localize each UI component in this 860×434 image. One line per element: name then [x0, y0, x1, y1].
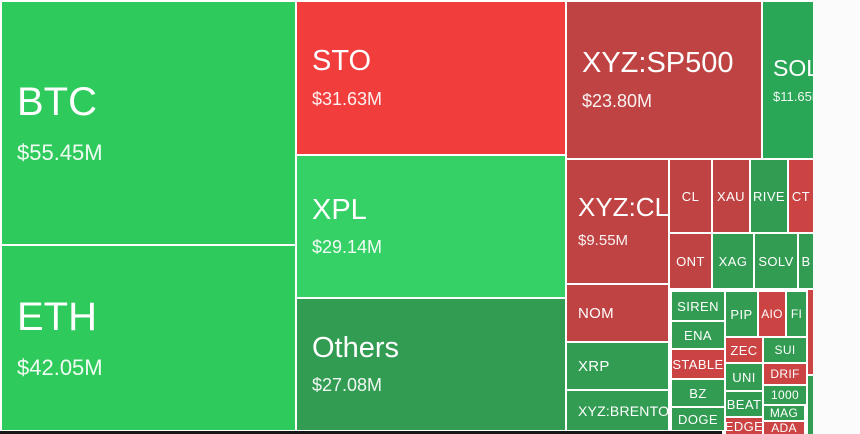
tile-label: NOM [578, 304, 614, 322]
tile-label: ONT [676, 253, 705, 269]
tile-uni[interactable]: UNI [726, 364, 762, 390]
tile-label: UNI [732, 369, 756, 385]
side-panel: 1h Lon Sho 12h Lon Sho Acc tota The $17 [813, 0, 860, 434]
tile-label: MAG [769, 406, 799, 420]
tile-ct[interactable]: CT [789, 160, 813, 232]
tile-solv[interactable]: SOLV [755, 234, 797, 288]
tile-value: $23.80M [582, 90, 653, 111]
tile-beat[interactable]: BEAT [726, 392, 762, 416]
tile-label: FI [790, 307, 803, 321]
tile-doge[interactable]: DOGE [672, 408, 724, 430]
tile-xrp[interactable]: XRP [567, 343, 668, 389]
tile-label: CT [791, 188, 811, 204]
tile-label: STO [312, 45, 372, 78]
tile-label: ETH [17, 294, 97, 339]
tile-value: $55.45M [17, 139, 103, 165]
tile-label: DOGE [678, 411, 718, 427]
tile-pip[interactable]: PIP [726, 292, 757, 336]
tile-xpl[interactable]: XPL $29.14M [297, 156, 565, 297]
tile-drif[interactable]: DRIF [764, 364, 806, 384]
tile-rive[interactable]: RIVE [751, 160, 787, 232]
tile-sliver-2[interactable] [808, 376, 813, 434]
tile-value: $27.08M [312, 375, 383, 396]
tile-1000[interactable]: 1000 [764, 386, 806, 404]
tile-label: XPL [312, 193, 367, 226]
tile-label: XAG [718, 253, 748, 269]
tile-label: RIVE [753, 188, 785, 204]
tile-aio[interactable]: AIO [759, 292, 785, 336]
tile-label: ADA [771, 422, 797, 434]
tile-label: SIREN [677, 298, 719, 314]
tile-mag[interactable]: MAG [764, 406, 804, 420]
tile-label: 1000 [771, 388, 799, 402]
tile-xau[interactable]: XAU [713, 160, 749, 232]
tile-xyz-sp500[interactable]: XYZ:SP500 $23.80M [567, 2, 761, 158]
tile-label: BZ [689, 385, 707, 401]
tile-label: ZEC [730, 342, 758, 358]
tile-ada[interactable]: ADA [764, 422, 804, 434]
tile-label: XRP [578, 357, 610, 375]
tile-eth[interactable]: ETH $42.05M [2, 246, 295, 430]
tile-label: EDGE [726, 418, 762, 434]
tile-btc[interactable]: BTC $55.45M [2, 2, 295, 244]
tile-value: $42.05M [17, 354, 103, 380]
tile-label: XYZ:SP500 [582, 47, 734, 80]
tile-ont[interactable]: ONT [670, 234, 711, 288]
tile-label: XYZ:CL [578, 192, 668, 223]
tile-label: BEAT [726, 396, 762, 412]
tile-label: XAU [717, 188, 745, 204]
tile-label: B [801, 253, 811, 269]
tile-value: $31.63M [312, 88, 383, 109]
tile-label: DRIF [770, 367, 800, 381]
tile-bz[interactable]: BZ [672, 380, 724, 406]
tile-label: BTC [17, 79, 97, 124]
tile-label: AIO [761, 307, 783, 321]
tile-label: ENA [684, 327, 712, 343]
bottom-edge-bar [0, 431, 722, 434]
tile-edge[interactable]: EDGE [726, 418, 762, 434]
treemap-chart: BTC $55.45M ETH $42.05M STO $31.63M XPL $29.14M… [0, 0, 813, 434]
tile-label: XYZ:BRENTOIL [578, 402, 668, 419]
tile-nom[interactable]: NOM [567, 285, 668, 341]
tile-stable[interactable]: STABLE [672, 350, 724, 378]
tile-ena[interactable]: ENA [672, 322, 724, 348]
tile-label: SOL [773, 55, 813, 82]
tile-value: $9.55M [578, 231, 629, 249]
tile-label: PIP [730, 306, 753, 322]
tile-others[interactable]: Others $27.08M [297, 299, 565, 430]
tile-value: $11.65M [773, 88, 813, 104]
tile-xyz-cl[interactable]: XYZ:CL $9.55M [567, 160, 668, 283]
tile-label: CL [681, 188, 700, 204]
tile-xyz-brentoil[interactable]: XYZ:BRENTOIL [567, 391, 668, 430]
tile-value: $29.14M [312, 237, 383, 258]
tile-sol[interactable]: SOL $11.65M [763, 2, 813, 158]
tile-label: Others [312, 331, 400, 364]
tile-zec[interactable]: ZEC [726, 338, 762, 362]
tile-sto[interactable]: STO $31.63M [297, 2, 565, 154]
tile-sliver-1[interactable] [808, 290, 813, 374]
tile-label: STABLE [672, 356, 724, 372]
tile-siren[interactable]: SIREN [672, 292, 724, 320]
tile-cl[interactable]: CL [670, 160, 711, 232]
tile-b[interactable]: B [799, 234, 813, 288]
tile-sui[interactable]: SUI [764, 338, 806, 362]
tile-xag[interactable]: XAG [713, 234, 753, 288]
tile-label: SUI [774, 343, 796, 357]
tile-fi[interactable]: FI [787, 292, 806, 336]
tile-label: SOLV [758, 253, 794, 269]
